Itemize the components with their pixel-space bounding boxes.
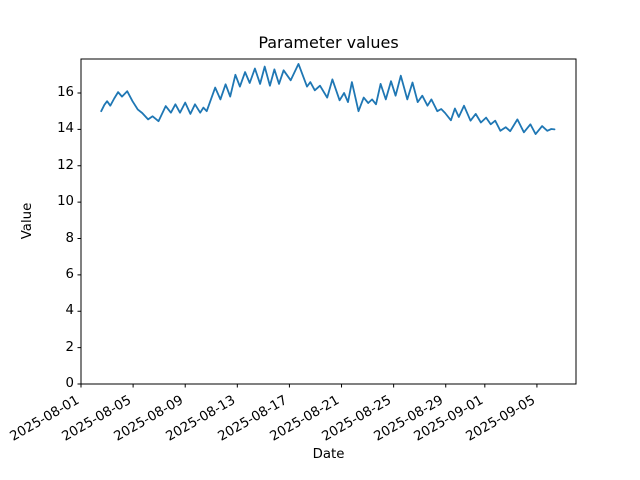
x-axis-tick-marks	[80, 384, 538, 388]
plot-border	[80, 58, 577, 385]
y-axis-label: Value	[20, 202, 35, 240]
y-tick-label: 2	[65, 339, 74, 355]
y-tick-label: 16	[57, 85, 74, 100]
y-tick-label: 10	[57, 194, 74, 210]
chart-title: Parameter values	[258, 33, 399, 52]
y-tick-label: 0	[65, 376, 74, 391]
x-axis-label: Date	[312, 447, 345, 462]
y-tick-label: 12	[57, 157, 74, 173]
y-tick-label: 6	[65, 266, 74, 282]
data-series-line	[100, 63, 556, 136]
y-tick-label: 14	[57, 121, 74, 137]
y-tick-label: 4	[65, 303, 74, 319]
y-tick-label: 8	[65, 230, 74, 246]
y-axis-tick-marks	[77, 92, 81, 385]
